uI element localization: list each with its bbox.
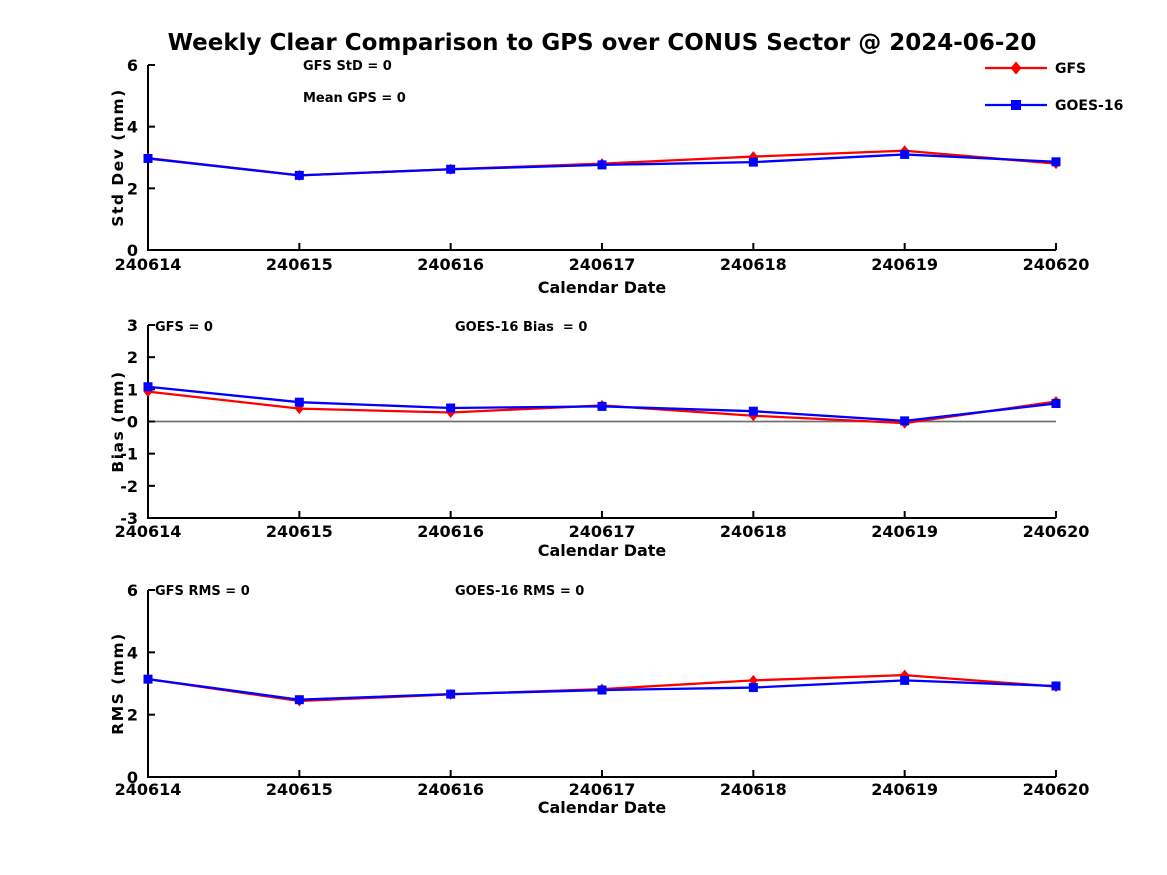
goes-16-marker bbox=[294, 397, 304, 407]
legend-label: GFS bbox=[1055, 61, 1086, 77]
y-tick-label: 0 bbox=[127, 241, 138, 260]
goes-16-marker bbox=[143, 674, 153, 684]
y-axis-label: Bias (mm) bbox=[109, 370, 127, 472]
x-tick-label: 240618 bbox=[720, 255, 787, 274]
goes-16-marker bbox=[446, 164, 456, 174]
x-tick-label: 240616 bbox=[417, 255, 484, 274]
goes-16-marker bbox=[143, 153, 153, 163]
figure-title-wrap: Weekly Clear Comparison to GPS over CONU… bbox=[148, 30, 1056, 56]
y-tick-label: 2 bbox=[127, 179, 138, 198]
goes-16-series bbox=[143, 149, 1061, 180]
goes-16-marker bbox=[446, 689, 456, 699]
x-tick-label: 240619 bbox=[871, 522, 938, 541]
y-axis: -3 -2 -1 0 1 2 3 bbox=[120, 316, 155, 528]
y-tick-label: 2 bbox=[127, 706, 138, 725]
x-tick-label: 240620 bbox=[1023, 255, 1090, 274]
goes-16-marker bbox=[748, 683, 758, 693]
goes-16-marker bbox=[446, 403, 456, 413]
legend-diamond-marker bbox=[1010, 61, 1022, 75]
annotation: GOES-16 Bias = 0 bbox=[455, 320, 587, 335]
annotation: GFS RMS = 0 bbox=[155, 584, 250, 599]
y-tick-label: 4 bbox=[127, 118, 138, 137]
x-axis: 240614 240615 240616 240617 240618 240619 2406… bbox=[115, 511, 1090, 541]
goes-16-marker bbox=[1051, 157, 1061, 167]
goes-16-marker bbox=[748, 157, 758, 167]
goes-16-marker bbox=[597, 160, 607, 170]
y-tick-label: 3 bbox=[127, 316, 138, 335]
goes-16-marker bbox=[900, 416, 910, 426]
goes-16-marker bbox=[597, 401, 607, 411]
x-tick-label: 240620 bbox=[1023, 780, 1090, 799]
x-tick-label: 240616 bbox=[417, 780, 484, 799]
x-tick-label: 240617 bbox=[569, 255, 636, 274]
x-tick-label: 240619 bbox=[871, 780, 938, 799]
y-tick-label: -3 bbox=[120, 509, 138, 528]
axes-frame bbox=[147, 65, 1056, 251]
x-axis-label: Calendar Date bbox=[538, 798, 667, 817]
y-tick-label: 0 bbox=[127, 413, 138, 432]
annotation: GFS StD = 0 bbox=[303, 59, 392, 74]
goes-16-marker bbox=[900, 149, 910, 159]
y-axis-label: Std Dev (mm) bbox=[109, 88, 127, 226]
x-tick-label: 240617 bbox=[569, 522, 636, 541]
x-tick-label: 240618 bbox=[720, 522, 787, 541]
x-tick-label: 240618 bbox=[720, 780, 787, 799]
x-tick-label: 240615 bbox=[266, 780, 333, 799]
goes-16-marker bbox=[294, 170, 304, 180]
std-dev-chart: 0 2 4 6 240614 240615 240616 240617 240618 240619… bbox=[109, 56, 1123, 297]
x-tick-label: 240619 bbox=[871, 255, 938, 274]
y-tick-label: -2 bbox=[120, 477, 138, 496]
y-axis: 0 2 4 6 bbox=[127, 581, 155, 787]
y-tick-label: 6 bbox=[127, 581, 138, 600]
x-tick-label: 240614 bbox=[115, 780, 182, 799]
goes-16-series bbox=[143, 674, 1061, 705]
x-axis: 240614 240615 240616 240617 240618 240619 2406… bbox=[115, 243, 1090, 274]
goes-16-series bbox=[143, 382, 1061, 426]
x-axis: 240614 240615 240616 240617 240618 240619 2406… bbox=[115, 770, 1090, 799]
goes-16-marker bbox=[1051, 398, 1061, 408]
y-tick-label: 1 bbox=[127, 380, 138, 399]
y-tick-label: 4 bbox=[127, 643, 138, 662]
x-tick-label: 240620 bbox=[1023, 522, 1090, 541]
axes-frame bbox=[147, 590, 1056, 778]
x-tick-label: 240617 bbox=[569, 780, 636, 799]
goes-16-marker bbox=[143, 382, 153, 392]
goes-16-marker bbox=[900, 675, 910, 685]
y-axis: 0 2 4 6 bbox=[127, 56, 155, 260]
annotation: GOES-16 RMS = 0 bbox=[455, 584, 584, 599]
x-tick-label: 240615 bbox=[266, 255, 333, 274]
goes-16-marker bbox=[597, 685, 607, 695]
rms-chart: 0 2 4 6 240614 240615 240616 240617 240618 240619… bbox=[109, 581, 1089, 817]
goes-16-marker bbox=[748, 406, 758, 416]
figure-title: Weekly Clear Comparison to GPS over CONU… bbox=[167, 30, 1037, 56]
legend-label: GOES-16 bbox=[1055, 98, 1123, 114]
goes-16-marker bbox=[294, 695, 304, 705]
legend-square-marker bbox=[1011, 100, 1021, 110]
x-tick-label: 240616 bbox=[417, 522, 484, 541]
bias-chart: -3 -2 -1 0 1 2 3 240614 240615 240616 240617 240618… bbox=[109, 316, 1089, 560]
y-tick-label: 2 bbox=[127, 348, 138, 367]
annotation: Mean GPS = 0 bbox=[303, 91, 406, 106]
x-tick-label: 240614 bbox=[115, 522, 182, 541]
x-axis-label: Calendar Date bbox=[538, 278, 667, 297]
goes-16-marker bbox=[1051, 681, 1061, 691]
x-tick-label: 240614 bbox=[115, 255, 182, 274]
annotation: GFS = 0 bbox=[155, 320, 213, 335]
y-axis-label: RMS (mm) bbox=[109, 632, 127, 734]
x-axis-label: Calendar Date bbox=[538, 541, 667, 560]
y-tick-label: -1 bbox=[120, 445, 138, 464]
y-tick-label: 6 bbox=[127, 56, 138, 75]
y-tick-label: 0 bbox=[127, 768, 138, 787]
legend: GFS GOES-16 bbox=[985, 61, 1123, 114]
x-tick-label: 240615 bbox=[266, 522, 333, 541]
